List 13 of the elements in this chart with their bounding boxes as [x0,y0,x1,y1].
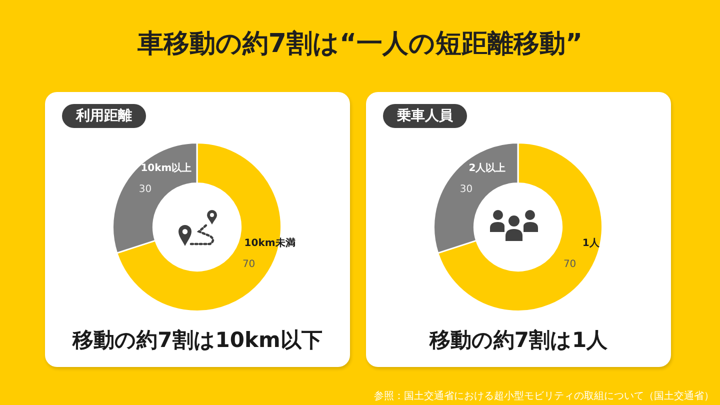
chart-title: 利用距離 [62,104,146,128]
text: 移動の約7割は1人 [428,327,609,354]
slice-label: 1人 [582,237,600,250]
text: 車移動の約7割は“一人の短距離移動” [136,28,584,61]
chart-title: 乗車人員 [383,104,467,128]
text: 移動の約7割は10km以下 [71,327,324,354]
data-label: 70 [563,259,576,270]
data-label: 30 [460,184,473,195]
text: 参照：国土交通省における超小型モビリティの取組について（国土交通省） [374,390,714,403]
data-label: 70 [242,259,256,270]
data-label: 30 [138,184,152,195]
slice-label: 2人以上 [468,162,506,174]
slice-label: 10km以上 [140,162,192,174]
